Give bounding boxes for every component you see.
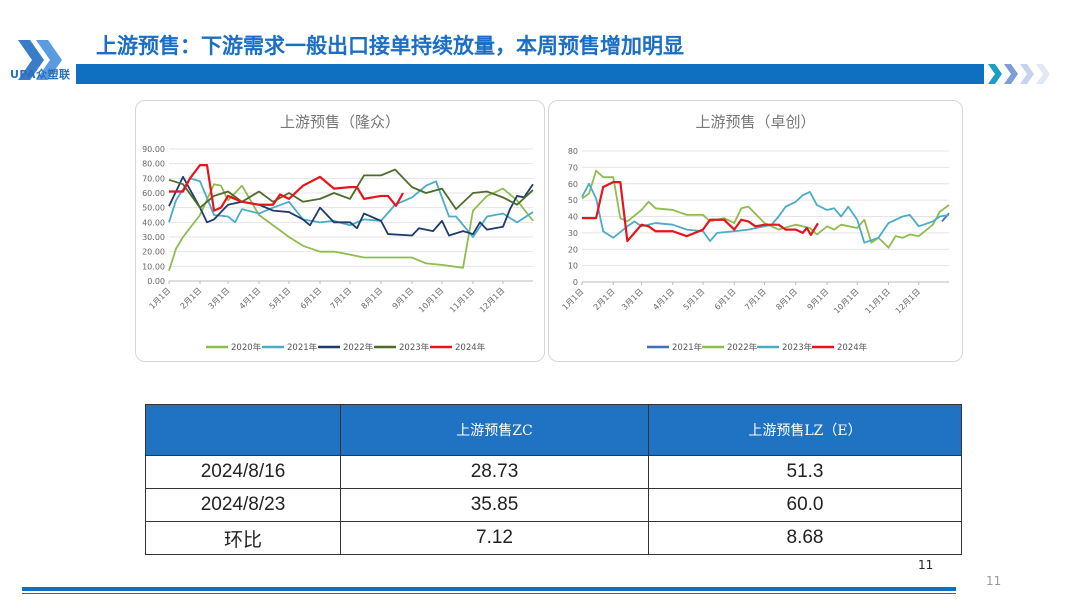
cell-lz: 51.3	[648, 455, 962, 489]
table-row: 2024/8/16 28.73 51.3	[145, 455, 962, 489]
chart-title: 上游预售（卓创）	[695, 113, 816, 131]
cell-date: 2024/8/23	[145, 488, 341, 522]
x-tick-label: 4月1日	[651, 287, 676, 312]
x-tick-label: 12月1日	[478, 286, 506, 314]
y-tick-label: 30.00	[142, 233, 165, 242]
x-tick-label: 2月1日	[592, 287, 617, 312]
x-tick-label: 3月1日	[207, 286, 232, 311]
header-cell: 上游预售ZC	[340, 404, 649, 456]
x-tick-label: 2月1日	[179, 286, 204, 311]
x-tick-label: 8月1日	[774, 287, 799, 312]
table-row: 2024/8/23 35.85 60.0	[145, 488, 962, 522]
x-tick-label: 6月1日	[299, 286, 324, 311]
legend-label: 2021年	[672, 342, 703, 353]
chart-title: 上游预售（隆众）	[279, 113, 400, 131]
y-tick-label: 50	[568, 196, 578, 205]
y-tick-label: 20	[568, 245, 578, 254]
chevron-icon	[1020, 64, 1034, 84]
series-line-2024	[582, 181, 819, 243]
y-tick-label: 10.00	[142, 262, 165, 271]
x-tick-label: 9月1日	[806, 287, 831, 312]
cell-lz: 60.0	[648, 488, 962, 522]
x-tick-label: 1月1日	[148, 286, 173, 311]
page-title: 上游预售：下游需求一般出口接单持续放量，本周预售增加明显	[96, 34, 684, 58]
legend-label: 2023年	[782, 342, 813, 353]
x-tick-label: 11月1日	[448, 286, 476, 314]
slide-number: 11	[986, 574, 1002, 588]
y-tick-label: 0.00	[147, 277, 165, 286]
header-cell: 上游预售LZ（E）	[648, 404, 962, 456]
footer-line	[22, 593, 956, 594]
y-tick-label: 70.00	[142, 174, 165, 183]
cell-date: 2024/8/16	[145, 455, 341, 489]
x-tick-label: 8月1日	[360, 286, 385, 311]
cell-zc: 28.73	[340, 455, 649, 489]
series-line-2024	[169, 164, 404, 212]
legend-label: 2022年	[343, 342, 374, 353]
series-line-2020	[168, 183, 534, 272]
x-tick-label: 11月1日	[863, 287, 891, 315]
legend-label: 2023年	[399, 342, 430, 353]
legend-label: 2024年	[837, 342, 868, 353]
y-tick-label: 60	[568, 180, 578, 189]
series-line-2023	[581, 182, 950, 244]
y-tick-label: 40.00	[142, 218, 165, 227]
legend-label: 2021年	[287, 342, 318, 353]
page-number: 11	[918, 558, 934, 572]
legend-label: 2020年	[231, 342, 262, 353]
y-tick-label: 80	[568, 147, 578, 156]
legend-label: 2024年	[455, 342, 486, 353]
legend-label: 2022年	[727, 342, 758, 353]
y-tick-label: 50.00	[142, 204, 165, 213]
cell-zc: 7.12	[340, 521, 649, 555]
presale-table: 上游预售ZC 上游预售LZ（E） 2024/8/16 28.73 51.3 2024…	[145, 404, 962, 555]
logo-text: UPA众塑联	[10, 68, 71, 81]
chevron-icon	[988, 64, 1002, 84]
chevron-icon	[1036, 64, 1050, 84]
x-tick-label: 7月1日	[743, 287, 768, 312]
x-tick-label: 7月1日	[329, 286, 354, 311]
y-tick-label: 30	[568, 229, 578, 238]
x-tick-label: 10月1日	[832, 287, 860, 315]
y-tick-label: 40	[568, 213, 578, 222]
y-tick-label: 60.00	[142, 189, 165, 198]
x-tick-label: 9月1日	[391, 286, 416, 311]
footer-line	[22, 587, 956, 591]
x-tick-label: 5月1日	[682, 287, 707, 312]
y-tick-label: 10	[568, 262, 578, 271]
header-cell	[145, 404, 341, 456]
y-tick-label: 70	[568, 163, 578, 172]
y-tick-label: 20.00	[142, 248, 165, 257]
x-tick-label: 5月1日	[268, 286, 293, 311]
series-line-2022	[168, 175, 534, 237]
chart-longzhong: 上游预售（隆众） 0.00 10.00 20.00 30.00 40.00 50.00 60…	[135, 100, 545, 362]
cell-date: 环比	[145, 521, 341, 555]
chart-zhuochuang: 上游预售（卓创） 0 10 20 30 40 50 60 70 80 1月1日 2月1日 3月1日 4月…	[548, 100, 963, 362]
x-tick-label: 4月1日	[238, 286, 263, 311]
x-tick-label: 10月1日	[417, 286, 445, 314]
x-tick-label: 3月1日	[620, 287, 645, 312]
x-tick-label: 1月1日	[561, 287, 586, 312]
chevron-icon	[1004, 64, 1018, 84]
y-tick-label: 90.00	[142, 145, 165, 154]
y-tick-label: 0	[573, 278, 578, 287]
series-line-2023	[168, 168, 534, 211]
title-bar	[76, 64, 984, 84]
table-header-row: 上游预售ZC 上游预售LZ（E）	[145, 404, 962, 456]
cell-lz: 8.68	[648, 521, 962, 555]
table-row: 环比 7.12 8.68	[145, 521, 962, 555]
upa-logo	[18, 40, 62, 80]
y-tick-label: 80.00	[142, 160, 165, 169]
series-line-2022	[581, 169, 950, 249]
x-tick-label: 12月1日	[894, 287, 922, 315]
cell-zc: 35.85	[340, 488, 649, 522]
x-tick-label: 6月1日	[713, 287, 738, 312]
